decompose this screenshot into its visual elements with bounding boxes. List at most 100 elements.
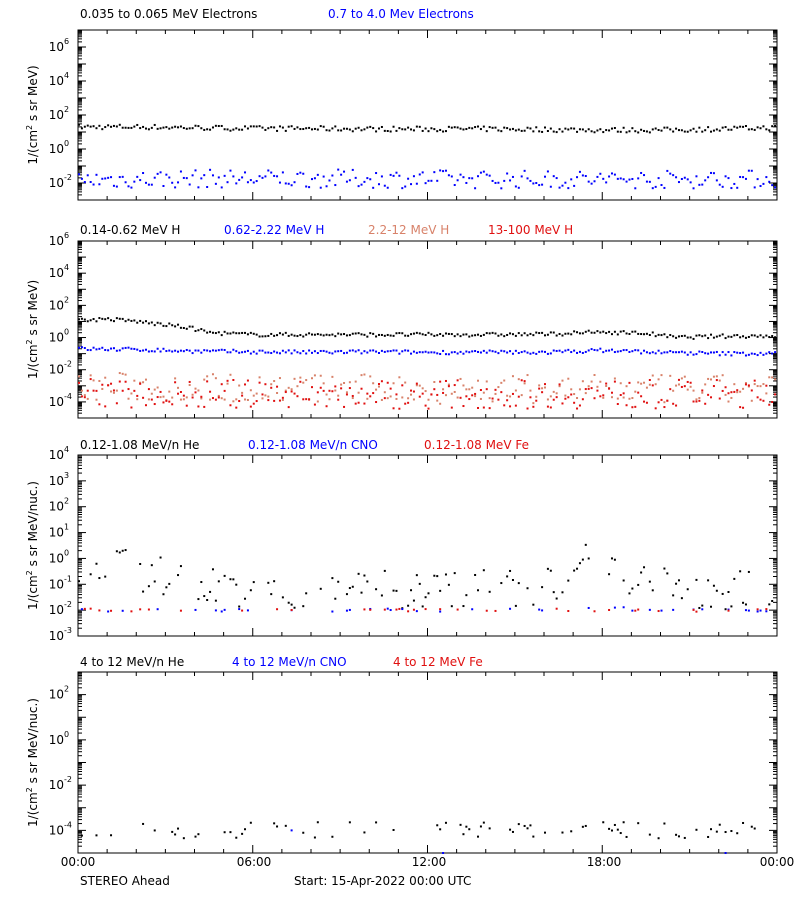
data-point [217, 394, 220, 397]
data-point [695, 828, 698, 831]
data-point [334, 335, 337, 338]
data-point [753, 383, 756, 386]
data-point [567, 579, 570, 582]
data-point [596, 175, 599, 178]
data-point [182, 176, 185, 179]
data-point [369, 375, 372, 378]
data-point [200, 328, 203, 331]
data-point [433, 574, 436, 577]
data-point [436, 399, 439, 402]
data-point [570, 178, 573, 181]
data-point [759, 334, 762, 337]
data-point [319, 349, 322, 352]
data-point [249, 179, 252, 182]
data-point [395, 332, 398, 335]
data-point [331, 835, 334, 838]
data-point [334, 125, 337, 128]
data-point [427, 592, 430, 595]
data-point [264, 175, 267, 178]
data-point [185, 177, 188, 180]
data-point [174, 186, 177, 189]
data-point [663, 126, 666, 129]
data-point [162, 324, 165, 327]
data-point [290, 608, 293, 611]
data-point [302, 335, 305, 338]
data-point [153, 176, 156, 179]
data-point [538, 387, 541, 390]
data-point [500, 582, 503, 585]
data-point [444, 379, 447, 382]
data-point [369, 349, 372, 352]
data-point [293, 334, 296, 337]
y-tick-label-exponent: 2 [64, 295, 69, 304]
data-point [587, 387, 590, 390]
data-point [774, 351, 777, 354]
data-point [774, 336, 777, 339]
data-point [439, 589, 442, 592]
data-point [712, 385, 715, 388]
data-point [602, 396, 605, 399]
y-tick-label-exponent: 4 [64, 71, 69, 80]
data-point [686, 353, 689, 356]
data-point [415, 125, 418, 128]
data-point [345, 593, 348, 596]
data-point [657, 378, 660, 381]
data-point [302, 128, 305, 131]
data-point [497, 352, 500, 355]
data-point [366, 392, 369, 395]
data-point [602, 131, 605, 134]
data-point [727, 351, 730, 354]
data-point [701, 183, 704, 186]
data-point [351, 397, 354, 400]
data-point [497, 386, 500, 389]
data-point [546, 567, 549, 570]
data-point [578, 332, 581, 335]
data-point [383, 184, 386, 187]
data-point [552, 349, 555, 352]
data-point [666, 126, 669, 129]
data-point [80, 608, 83, 611]
data-point [185, 127, 188, 130]
y-tick-label-exponent: -4 [64, 392, 72, 401]
data-point [695, 175, 698, 178]
data-point [305, 379, 308, 382]
data-point [348, 334, 351, 337]
data-point [95, 348, 98, 351]
data-point [214, 398, 217, 401]
data-point [541, 609, 544, 612]
data-point [156, 321, 159, 324]
data-point [124, 380, 127, 383]
data-point [348, 349, 351, 352]
data-point [430, 179, 433, 182]
data-point [468, 335, 471, 338]
data-point [83, 396, 86, 399]
data-point [235, 332, 238, 335]
data-point [710, 378, 713, 381]
data-point [319, 125, 322, 128]
data-point [159, 390, 162, 393]
data-point [357, 572, 360, 575]
data-point [311, 128, 313, 131]
data-point [133, 379, 136, 382]
data-point [392, 125, 395, 128]
data-point [95, 127, 98, 130]
data-point [558, 128, 561, 131]
data-point [375, 172, 378, 175]
data-point [593, 348, 596, 351]
data-point [704, 383, 707, 386]
data-point [628, 178, 631, 181]
data-point [343, 333, 346, 336]
data-point [232, 128, 235, 131]
data-point [695, 610, 698, 613]
data-point [509, 828, 512, 831]
data-point [637, 381, 640, 384]
panel-frame [77, 454, 778, 637]
data-point [581, 825, 584, 828]
data-point [115, 349, 118, 352]
legend-entry: 0.035 to 0.065 MeV Electrons [80, 7, 257, 21]
data-point [171, 396, 174, 399]
data-point [171, 403, 174, 406]
data-point [456, 379, 459, 382]
data-point [305, 127, 308, 130]
data-point [83, 394, 86, 397]
